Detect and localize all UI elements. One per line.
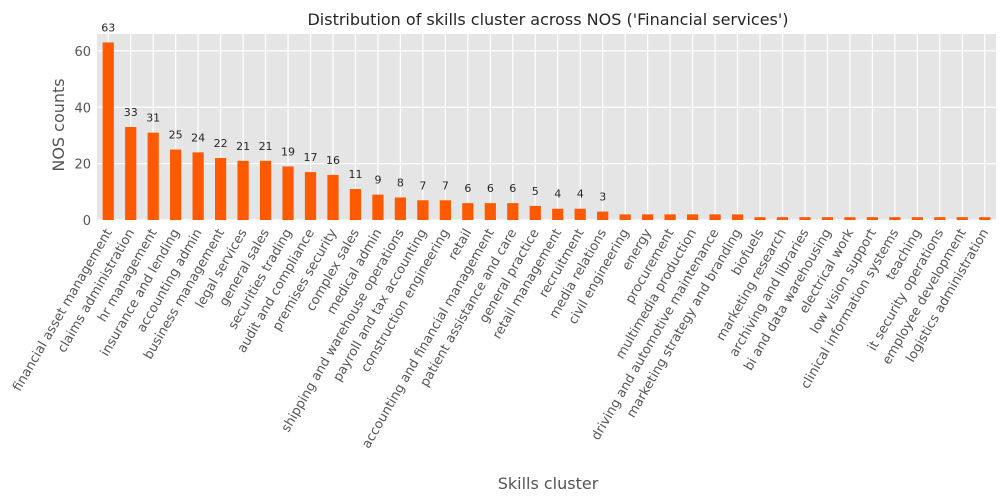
bar (664, 214, 676, 220)
data-label: 24 (191, 131, 205, 144)
bar (259, 160, 272, 220)
data-label: 6 (464, 182, 471, 195)
data-labels: 63 33 31 25 24 22 21 21 19 17 16 11 9 8 7 7 6 6 6 5 4 4 3 (101, 21, 606, 203)
bar (417, 200, 429, 220)
data-label: 16 (326, 154, 340, 167)
bar (934, 217, 946, 220)
data-label: 7 (419, 179, 426, 192)
data-label: 33 (124, 106, 138, 119)
bar (327, 174, 339, 220)
bar (282, 166, 294, 220)
bar (821, 217, 834, 220)
data-label: 6 (509, 182, 516, 195)
bar (799, 217, 811, 220)
bar (125, 127, 137, 220)
bar (102, 42, 114, 220)
data-label: 21 (259, 140, 273, 153)
data-label: 22 (214, 137, 228, 150)
bars (102, 42, 991, 220)
y-axis-ticks: 0 20 40 60 (74, 45, 91, 229)
bar (170, 149, 182, 220)
bar (484, 203, 496, 220)
y-tick-label: 60 (74, 45, 91, 60)
bar (686, 214, 699, 220)
data-label: 31 (146, 112, 160, 125)
y-tick-label: 40 (74, 101, 91, 116)
x-axis-label: Skills cluster (498, 474, 599, 493)
data-label: 17 (304, 151, 318, 164)
bar (889, 217, 901, 220)
bar (911, 217, 923, 220)
data-label: 21 (236, 140, 250, 153)
bar (731, 214, 744, 220)
data-label: 19 (281, 145, 295, 158)
data-label: 4 (577, 188, 584, 201)
bar (507, 203, 519, 220)
bar (574, 208, 586, 220)
data-label: 6 (487, 182, 494, 195)
bar (304, 172, 317, 220)
y-tick-label: 20 (74, 158, 91, 173)
bar (552, 208, 564, 220)
data-label: 5 (532, 185, 539, 198)
bar (979, 217, 991, 220)
bar (866, 217, 879, 220)
y-axis-label: NOS counts (49, 78, 68, 171)
data-label: 3 (599, 191, 606, 204)
data-label: 11 (348, 168, 362, 181)
chart-title: Distribution of skills cluster across NO… (307, 10, 788, 29)
bar (619, 214, 631, 220)
bar (237, 160, 249, 220)
bar (709, 214, 721, 220)
data-label: 8 (397, 176, 404, 189)
bar (754, 217, 766, 220)
data-label: 7 (442, 179, 449, 192)
data-label: 9 (374, 174, 381, 187)
bar (372, 194, 384, 220)
data-label: 4 (554, 188, 561, 201)
bar (214, 158, 227, 220)
bar (439, 200, 451, 220)
plot-area (97, 34, 996, 220)
y-tick-label: 0 (83, 214, 91, 229)
bar (844, 217, 856, 220)
bar (462, 203, 474, 220)
bar (394, 197, 407, 220)
bar (642, 214, 654, 220)
bar (776, 217, 789, 220)
bar (529, 205, 541, 220)
bar (147, 132, 159, 220)
bar (349, 189, 362, 220)
bar (192, 152, 204, 220)
data-label: 25 (169, 129, 183, 142)
data-label: 63 (101, 21, 115, 34)
bar (956, 217, 968, 220)
bar (597, 211, 609, 220)
